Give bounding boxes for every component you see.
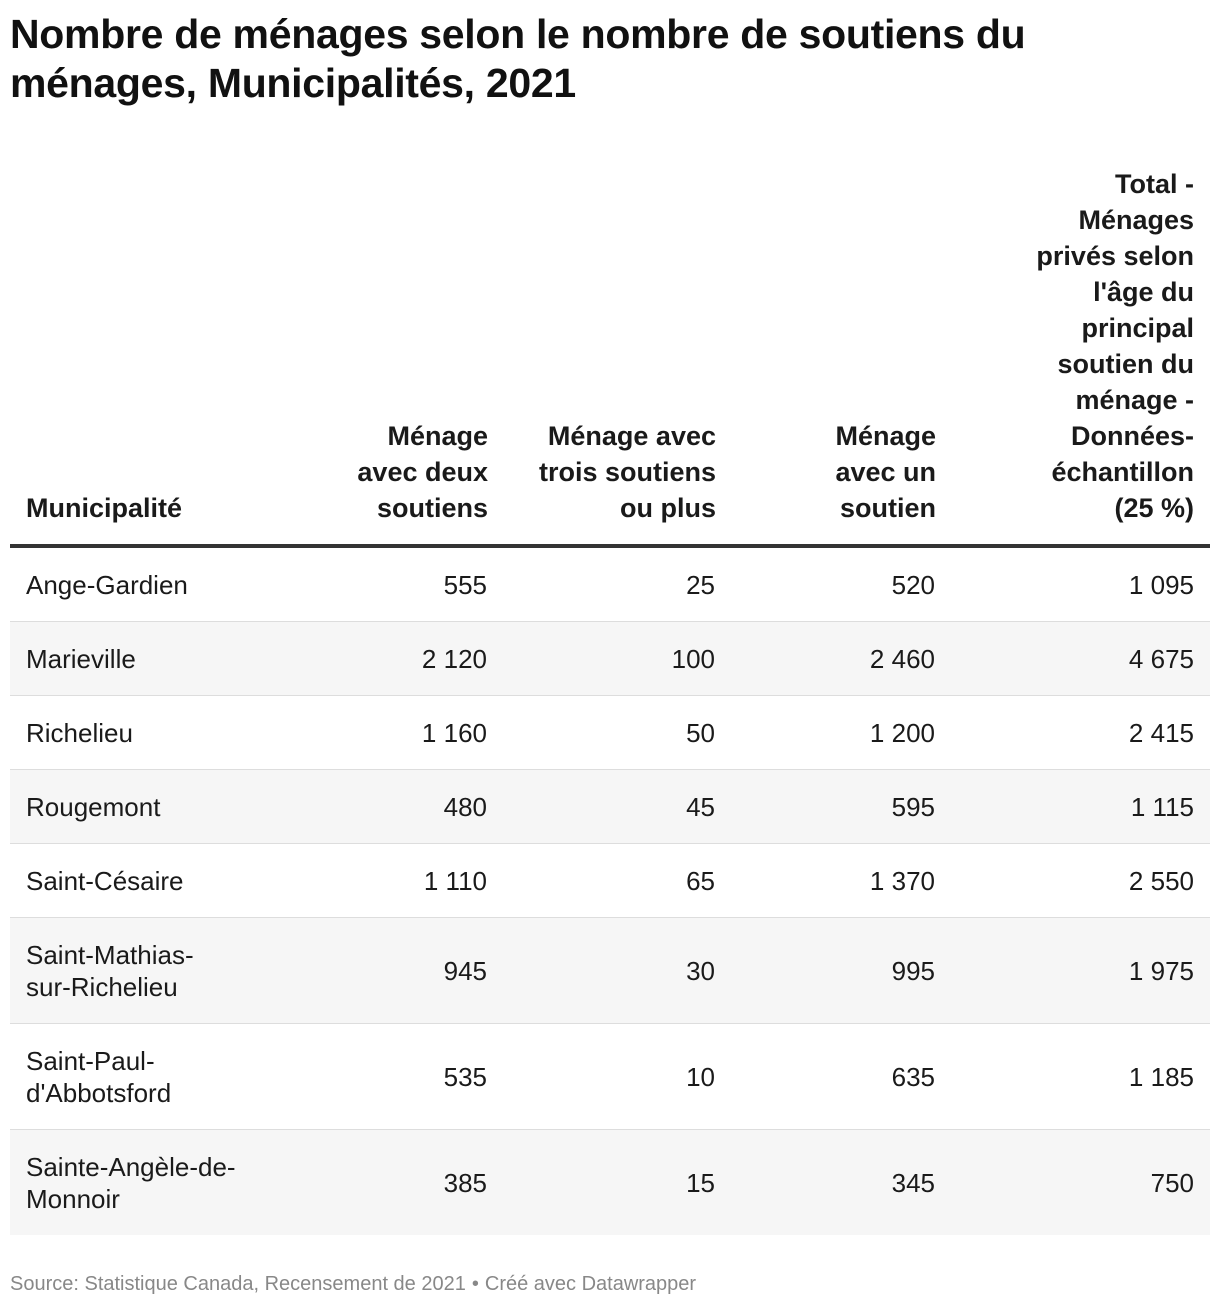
source-note: Source: Statistique Canada, Recensement … <box>10 1273 466 1295</box>
footer: Source: Statistique Canada, Recensement … <box>10 1271 696 1297</box>
cell-deux-soutiens: 945 <box>258 917 488 1024</box>
cell-un-soutien: 595 <box>716 769 936 844</box>
column-header-municipalite[interactable]: Municipalité <box>10 166 258 548</box>
table-row: Sainte-Angèle-de-Monnoir 385 15 345 750 <box>10 1129 1210 1235</box>
cell-deux-soutiens: 2 120 <box>258 621 488 696</box>
cell-deux-soutiens: 385 <box>258 1129 488 1235</box>
column-header-trois-soutiens[interactable]: Ménage avec trois soutiens ou plus <box>488 166 716 548</box>
cell-un-soutien: 635 <box>716 1023 936 1130</box>
cell-total: 1 185 <box>936 1023 1210 1130</box>
cell-trois-soutiens: 50 <box>488 695 716 770</box>
cell-un-soutien: 1 370 <box>716 843 936 918</box>
cell-trois-soutiens: 65 <box>488 843 716 918</box>
cell-deux-soutiens: 1 160 <box>258 695 488 770</box>
row-municipality: Sainte-Angèle-de-Monnoir <box>10 1129 258 1235</box>
cell-total: 1 975 <box>936 917 1210 1024</box>
row-municipality: Saint-Paul-d'Abbotsford <box>10 1023 258 1130</box>
cell-total: 2 550 <box>936 843 1210 918</box>
cell-deux-soutiens: 555 <box>258 546 488 622</box>
column-header-total[interactable]: Total - Ménages privés selon l'âge du pr… <box>936 166 1210 548</box>
column-header-label: Ménage avec deux soutiens <box>357 421 488 523</box>
table-row: Rougemont 480 45 595 1 115 <box>10 769 1210 844</box>
cell-total: 4 675 <box>936 621 1210 696</box>
column-header-label: Ménage avec trois soutiens ou plus <box>538 421 716 523</box>
credit-link[interactable]: Créé avec Datawrapper <box>484 1273 697 1295</box>
data-table: Municipalité Ménage avec deux soutiens M… <box>10 166 1210 1235</box>
table-row: Saint-Césaire 1 110 65 1 370 2 550 <box>10 843 1210 918</box>
cell-trois-soutiens: 100 <box>488 621 716 696</box>
row-municipality: Saint-Mathias-sur-Richelieu <box>10 917 258 1024</box>
table-row: Saint-Mathias-sur-Richelieu 945 30 995 1… <box>10 917 1210 1024</box>
row-municipality: Saint-Césaire <box>10 843 258 918</box>
municipality-label: Saint-Mathias-sur-Richelieu <box>26 939 194 1002</box>
cell-un-soutien: 520 <box>716 546 936 622</box>
header-row: Municipalité Ménage avec deux soutiens M… <box>10 166 1210 548</box>
column-header-label: Total - Ménages privés selon l'âge du pr… <box>1036 169 1194 523</box>
cell-total: 1 095 <box>936 546 1210 622</box>
cell-trois-soutiens: 25 <box>488 546 716 622</box>
cell-un-soutien: 1 200 <box>716 695 936 770</box>
row-municipality: Richelieu <box>10 695 258 770</box>
municipality-label: Saint-Paul-d'Abbotsford <box>26 1045 172 1108</box>
cell-trois-soutiens: 15 <box>488 1129 716 1235</box>
cell-total: 2 415 <box>936 695 1210 770</box>
column-header-label: Ménage avec un soutien <box>835 421 936 523</box>
table-row: Richelieu 1 160 50 1 200 2 415 <box>10 695 1210 770</box>
row-municipality: Marieville <box>10 621 258 696</box>
chart-title: Nombre de ménages selon le nombre de sou… <box>10 11 1026 106</box>
column-header-deux-soutiens[interactable]: Ménage avec deux soutiens <box>258 166 488 548</box>
municipality-label: Sainte-Angèle-de-Monnoir <box>26 1151 236 1214</box>
cell-deux-soutiens: 1 110 <box>258 843 488 918</box>
cell-un-soutien: 345 <box>716 1129 936 1235</box>
table-row: Marieville 2 120 100 2 460 4 675 <box>10 621 1210 696</box>
footer-separator: • <box>471 1273 479 1295</box>
row-municipality: Rougemont <box>10 769 258 844</box>
cell-trois-soutiens: 45 <box>488 769 716 844</box>
column-header-un-soutien[interactable]: Ménage avec un soutien <box>716 166 936 548</box>
cell-total: 1 115 <box>936 769 1210 844</box>
cell-trois-soutiens: 30 <box>488 917 716 1024</box>
cell-deux-soutiens: 480 <box>258 769 488 844</box>
cell-un-soutien: 2 460 <box>716 621 936 696</box>
cell-deux-soutiens: 535 <box>258 1023 488 1130</box>
row-municipality: Ange-Gardien <box>10 546 258 622</box>
cell-total: 750 <box>936 1129 1210 1235</box>
cell-un-soutien: 995 <box>716 917 936 1024</box>
table-row: Saint-Paul-d'Abbotsford 535 10 635 1 185 <box>10 1023 1210 1130</box>
cell-trois-soutiens: 10 <box>488 1023 716 1130</box>
table-row: Ange-Gardien 555 25 520 1 095 <box>10 546 1210 622</box>
